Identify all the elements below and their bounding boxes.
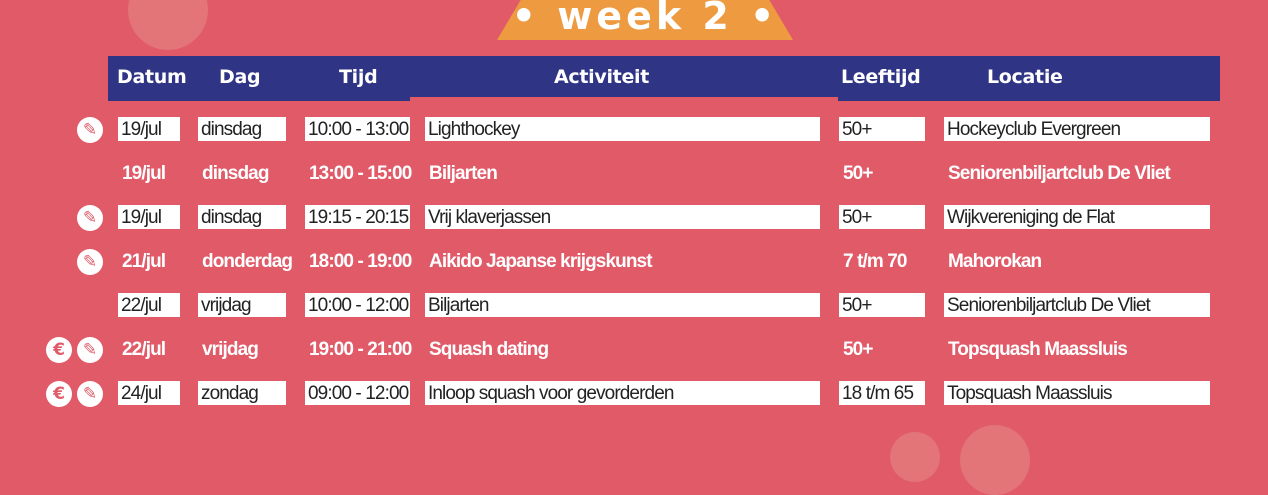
cell-locatie: Topsquash Maassluis <box>944 381 1210 405</box>
table-row: 19/jul dinsdag 10:00 - 13:00 Lighthockey 50+… <box>0 117 1268 143</box>
cell-datum: 22/jul <box>118 293 180 317</box>
header-activiteit: Activiteit <box>554 66 650 88</box>
table-row: 24/jul zondag 09:00 - 12:00 Inloop squash v… <box>0 381 1268 407</box>
header-leeftijd: Leeftijd <box>841 66 921 88</box>
table-row: 22/jul vrijdag 10:00 - 12:00 Biljarten 50+ Se… <box>0 293 1268 319</box>
cell-locatie: Seniorenbiljartclub De Vliet <box>948 163 1171 184</box>
cell-dag: dinsdag <box>202 163 269 184</box>
cell-leeftijd: 50+ <box>839 117 925 141</box>
cell-activiteit: Lighthockey <box>425 117 820 141</box>
cell-leeftijd: 7 t/m 70 <box>843 251 907 272</box>
register-icon: ✎ <box>77 249 103 275</box>
cell-tijd: 18:00 - 19:00 <box>309 251 412 272</box>
register-icon: ✎ <box>77 337 103 363</box>
decorative-shape <box>128 0 208 50</box>
cell-tijd: 10:00 - 12:00 <box>305 293 410 317</box>
decorative-shape <box>960 425 1030 495</box>
cell-leeftijd: 50+ <box>839 205 925 229</box>
table-row: 21/jul donderdag 18:00 - 19:00 Aikido Japan… <box>0 249 1268 275</box>
header-tijd: Tijd <box>339 66 378 88</box>
cell-leeftijd: 18 t/m 65 <box>839 381 925 405</box>
cell-dag: donderdag <box>202 251 293 272</box>
table-header-right <box>838 56 1220 101</box>
cell-leeftijd: 50+ <box>843 339 873 360</box>
cell-locatie: Hockeyclub Evergreen <box>944 117 1210 141</box>
euro-icon: € <box>46 337 72 363</box>
cell-datum: 22/jul <box>122 339 166 360</box>
cell-activiteit: Inloop squash voor gevorderden <box>425 381 820 405</box>
cell-locatie: Topsquash Maassluis <box>948 339 1128 360</box>
euro-icon: € <box>46 381 72 407</box>
table-header-left <box>108 56 410 101</box>
week-banner: • week 2 • <box>497 0 793 40</box>
cell-activiteit: Aikido Japanse krijgskunst <box>429 251 653 272</box>
table-header-mid <box>410 56 840 97</box>
cell-leeftijd: 50+ <box>843 163 873 184</box>
cell-tijd: 13:00 - 15:00 <box>309 163 412 184</box>
cell-tijd: 19:00 - 21:00 <box>309 339 412 360</box>
cell-tijd: 19:15 - 20:15 <box>305 205 410 229</box>
cell-datum: 19/jul <box>122 163 166 184</box>
table-row: 19/jul dinsdag 19:15 - 20:15 Vrij klaverjas… <box>0 205 1268 231</box>
cell-locatie: Seniorenbiljartclub De Vliet <box>944 293 1210 317</box>
header-locatie: Locatie <box>987 66 1063 88</box>
cell-locatie: Wijkvereniging de Flat <box>944 205 1210 229</box>
register-icon: ✎ <box>77 381 103 407</box>
cell-dag: dinsdag <box>198 205 286 229</box>
cell-datum: 21/jul <box>122 251 166 272</box>
cell-datum: 19/jul <box>118 117 180 141</box>
header-dag: Dag <box>219 66 261 88</box>
cell-locatie: Mahorokan <box>948 251 1042 272</box>
cell-activiteit: Biljarten <box>429 163 498 184</box>
cell-dag: dinsdag <box>198 117 286 141</box>
cell-datum: 24/jul <box>118 381 180 405</box>
cell-activiteit: Squash dating <box>429 339 549 360</box>
cell-dag: zondag <box>198 381 286 405</box>
cell-activiteit: Vrij klaverjassen <box>425 205 820 229</box>
cell-datum: 19/jul <box>118 205 180 229</box>
register-icon: ✎ <box>77 117 103 143</box>
table-row: 22/jul vrijdag 19:00 - 21:00 Squash dating 5… <box>0 337 1268 363</box>
cell-activiteit: Biljarten <box>425 293 820 317</box>
cell-dag: vrijdag <box>202 339 259 360</box>
register-icon: ✎ <box>77 205 103 231</box>
cell-leeftijd: 50+ <box>839 293 925 317</box>
header-datum: Datum <box>117 66 187 88</box>
decorative-shape <box>890 432 940 482</box>
cell-dag: vrijdag <box>198 293 286 317</box>
cell-tijd: 10:00 - 13:00 <box>305 117 410 141</box>
week-title: • week 2 • <box>511 0 779 38</box>
cell-tijd: 09:00 - 12:00 <box>305 381 410 405</box>
table-row: 19/jul dinsdag 13:00 - 15:00 Biljarten 50+ Se… <box>0 161 1268 187</box>
